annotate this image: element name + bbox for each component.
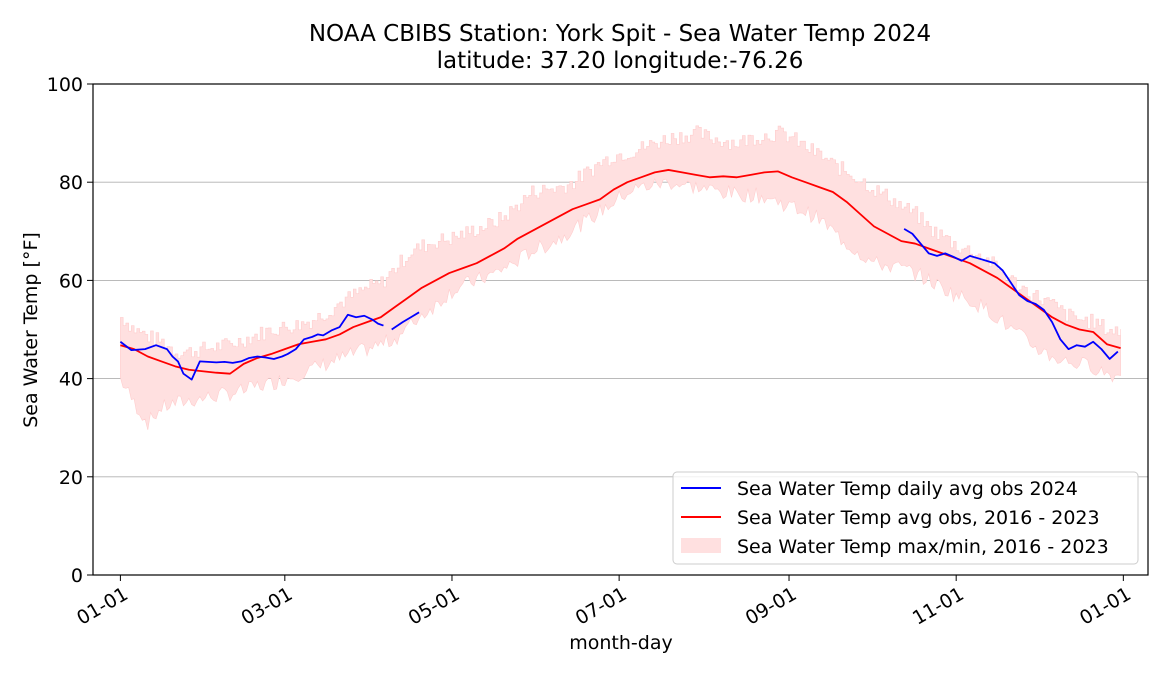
y-tick-label-60: 60 <box>59 270 83 292</box>
y-tick-label-20: 20 <box>59 467 83 489</box>
grid-lines <box>93 181 1148 478</box>
x-tick-label-0: 01-01 <box>73 583 132 630</box>
line-layer <box>119 169 1121 381</box>
x-tick-label-1: 03-01 <box>237 583 296 630</box>
legend-label-avg: Sea Water Temp avg obs, 2016 - 2023 <box>737 507 1100 529</box>
x-tick-label-4: 09-01 <box>742 583 801 630</box>
y-tick-label-40: 40 <box>59 369 83 391</box>
x-tick-label-6: 01-01 <box>1076 583 1135 630</box>
x-axis-label: month-day <box>569 632 672 654</box>
legend-label-band: Sea Water Temp max/min, 2016 - 2023 <box>737 536 1109 558</box>
legend: Sea Water Temp daily avg obs 2024 Sea Wa… <box>672 471 1139 565</box>
x-tick-label-5: 11-01 <box>909 583 968 630</box>
x-tick-label-3: 07-01 <box>572 583 631 630</box>
legend-swatch-band <box>681 538 721 553</box>
legend-box <box>672 471 1139 565</box>
x-tick-label-2: 05-01 <box>405 583 464 630</box>
legend-label-obs-2024: Sea Water Temp daily avg obs 2024 <box>737 478 1078 500</box>
y-tick-label-100: 100 <box>47 74 83 96</box>
chart-title: NOAA CBIBS Station: York Spit - Sea Wate… <box>309 21 931 47</box>
chart-subtitle: latitude: 37.20 longitude:-76.26 <box>437 48 804 74</box>
series-line-obs-2024-seg-2 <box>903 228 1119 360</box>
y-tick-label-0: 0 <box>71 565 83 587</box>
band-layer <box>120 125 1121 430</box>
y-axis-label: Sea Water Temp [°F] <box>20 232 42 428</box>
x-axis-ticks: 01-01 03-01 05-01 07-01 09-01 11-01 01-01 <box>73 575 1135 630</box>
plot-area-frame <box>92 83 1149 576</box>
series-line-obs-2024-seg-1 <box>391 311 420 331</box>
y-tick-label-80: 80 <box>59 172 83 194</box>
series-line-obs-2024-seg-0 <box>119 313 384 381</box>
series-band-max-min <box>120 125 1121 430</box>
y-axis-ticks: 0 20 40 60 80 100 <box>47 74 93 587</box>
